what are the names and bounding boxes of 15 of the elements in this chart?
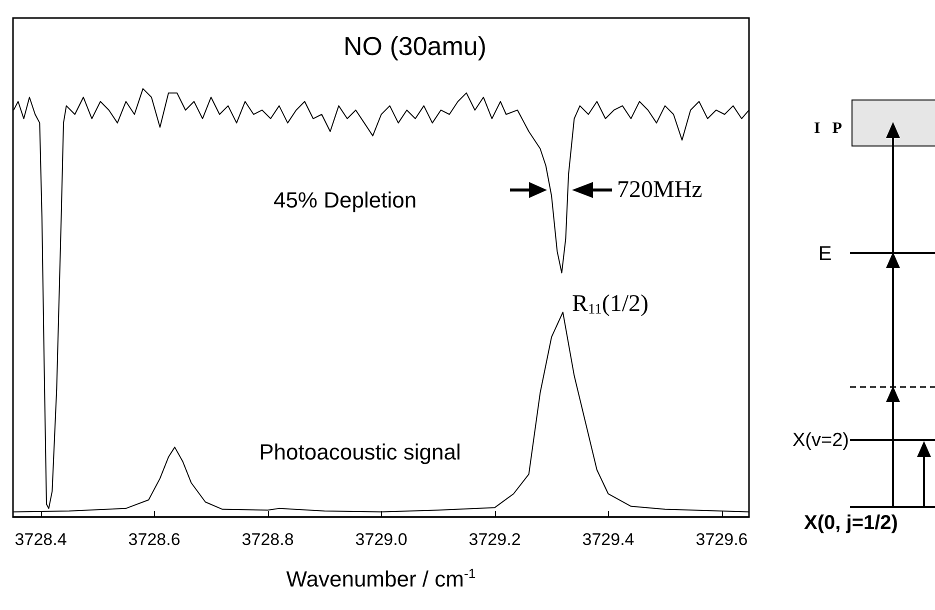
annotation: 45% Depletion — [273, 188, 417, 212]
chart-title: NO (30amu) — [343, 31, 487, 61]
x-tick-label: 3728.8 — [242, 530, 294, 549]
annotation: 720MHz — [617, 177, 702, 203]
x-tick-label: 3728.4 — [14, 530, 67, 549]
x-tick-label: 3729.0 — [355, 530, 408, 549]
x-tick-label: 3728.6 — [128, 530, 180, 549]
annotation: Photoacoustic signal — [259, 440, 461, 464]
x-tick-label: 3729.4 — [582, 530, 634, 549]
text: E — [818, 243, 832, 265]
text: I P — [814, 120, 846, 137]
x-tick-label: 3729.6 — [696, 530, 748, 549]
text: X(0, j=1/2) — [804, 512, 898, 534]
x-tick-label: 3729.2 — [468, 530, 521, 549]
text: X(v=2) — [792, 430, 849, 451]
